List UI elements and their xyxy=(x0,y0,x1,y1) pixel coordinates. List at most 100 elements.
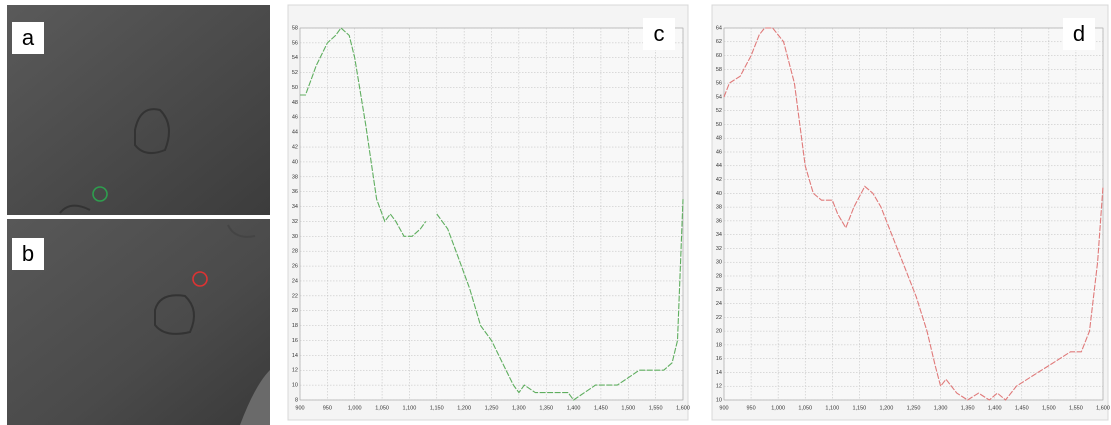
x-tick-label: 900 xyxy=(295,405,304,411)
y-tick-label: 52 xyxy=(292,70,298,76)
y-tick-label: 54 xyxy=(292,55,298,61)
y-tick-label: 36 xyxy=(716,218,722,224)
x-tick-label: 1,600 xyxy=(1096,405,1110,411)
y-tick-label: 34 xyxy=(292,204,298,210)
y-tick-label: 50 xyxy=(292,85,298,91)
y-tick-label: 46 xyxy=(292,115,298,121)
y-tick-label: 32 xyxy=(292,219,298,225)
x-tick-label: 950 xyxy=(746,405,755,411)
x-tick-label: 1,550 xyxy=(649,405,663,411)
panel-label: a xyxy=(22,25,35,50)
y-tick-label: 54 xyxy=(716,94,722,100)
label-box xyxy=(643,18,675,50)
x-tick-label: 1,000 xyxy=(771,405,785,411)
x-tick-label: 1,600 xyxy=(676,405,690,411)
image-a: a xyxy=(7,5,270,215)
x-tick-label: 1,200 xyxy=(880,405,894,411)
y-tick-label: 18 xyxy=(292,323,298,329)
y-tick-label: 28 xyxy=(292,249,298,255)
x-tick-label: 1,550 xyxy=(1069,405,1083,411)
image xyxy=(7,5,270,215)
y-tick-label: 8 xyxy=(295,397,298,403)
y-tick-label: 48 xyxy=(716,136,722,142)
data-line xyxy=(723,27,1104,401)
y-tick-label: 56 xyxy=(716,81,722,87)
image-b: b xyxy=(7,219,270,425)
y-tick-label: 18 xyxy=(716,342,722,348)
y-tick-label: 62 xyxy=(716,39,722,45)
x-tick-label: 1,450 xyxy=(594,405,608,411)
y-tick-label: 24 xyxy=(292,278,298,284)
y-tick-label: 24 xyxy=(716,301,722,307)
y-tick-label: 42 xyxy=(292,144,298,150)
cell-outline xyxy=(227,224,256,238)
y-tick-label: 20 xyxy=(292,308,298,314)
y-tick-label: 58 xyxy=(716,67,722,73)
y-tick-label: 34 xyxy=(716,232,722,238)
x-tick-label: 1,350 xyxy=(539,405,553,411)
x-tick-label: 950 xyxy=(323,405,332,411)
y-tick-label: 10 xyxy=(292,383,298,389)
label-box xyxy=(12,22,44,54)
y-tick-label: 20 xyxy=(716,329,722,335)
panel-label: b xyxy=(22,241,34,266)
x-tick-label: 1,150 xyxy=(430,405,444,411)
y-tick-label: 16 xyxy=(292,338,298,344)
x-tick-label: 1,100 xyxy=(825,405,839,411)
y-tick-label: 26 xyxy=(292,264,298,270)
y-tick-label: 16 xyxy=(716,356,722,362)
x-tick-label: 1,250 xyxy=(485,405,499,411)
y-tick-label: 30 xyxy=(292,234,298,240)
y-tick-label: 22 xyxy=(716,315,722,321)
y-tick-label: 44 xyxy=(292,130,298,136)
y-tick-label: 48 xyxy=(292,100,298,106)
label-box xyxy=(12,238,44,270)
x-tick-label: 1,500 xyxy=(1042,405,1056,411)
shadow xyxy=(240,370,270,425)
image xyxy=(7,219,270,425)
x-tick-label: 1,050 xyxy=(375,405,389,411)
y-tick-label: 10 xyxy=(716,397,722,403)
x-tick-label: 1,400 xyxy=(988,405,1002,411)
chart-panel: 10 12 14 16 18 20 22 24 26 28 30 32 34 36 38 40 42 44 46 48… xyxy=(711,4,1110,421)
x-tick-label: 1,150 xyxy=(852,405,866,411)
y-tick-label: 38 xyxy=(716,205,722,211)
y-tick-label: 64 xyxy=(716,25,722,31)
y-tick-label: 22 xyxy=(292,293,298,299)
x-tick-label: 1,300 xyxy=(512,405,526,411)
x-tick-label: 1,250 xyxy=(907,405,921,411)
y-tick-label: 40 xyxy=(292,159,298,165)
y-tick-label: 58 xyxy=(292,25,298,31)
data-line xyxy=(300,27,684,401)
y-tick-label: 32 xyxy=(716,246,722,252)
marker-circle xyxy=(92,186,108,202)
x-tick-label: 1,350 xyxy=(961,405,975,411)
x-tick-label: 1,050 xyxy=(798,405,812,411)
cell-outline xyxy=(134,108,170,155)
y-tick-label: 40 xyxy=(716,191,722,197)
y-tick-label: 36 xyxy=(292,189,298,195)
y-tick-label: 60 xyxy=(716,53,722,59)
panel-label: d xyxy=(1073,21,1085,46)
x-tick-label: 1,500 xyxy=(621,405,635,411)
y-tick-label: 14 xyxy=(716,370,722,376)
panel-label: c xyxy=(654,21,665,46)
y-tick-label: 12 xyxy=(716,384,722,390)
y-tick-label: 46 xyxy=(716,149,722,155)
x-tick-label: 1,300 xyxy=(934,405,948,411)
x-tick-label: 1,450 xyxy=(1015,405,1029,411)
x-tick-label: 1,100 xyxy=(403,405,417,411)
y-tick-label: 56 xyxy=(292,40,298,46)
y-tick-label: 28 xyxy=(716,273,722,279)
y-tick-label: 12 xyxy=(292,368,298,374)
y-tick-label: 52 xyxy=(716,108,722,114)
label-box xyxy=(1063,18,1095,50)
y-tick-label: 42 xyxy=(716,177,722,183)
y-tick-label: 26 xyxy=(716,287,722,293)
y-tick-label: 30 xyxy=(716,260,722,266)
x-tick-label: 1,000 xyxy=(348,405,362,411)
x-tick-label: 1,200 xyxy=(457,405,471,411)
cell-outline xyxy=(59,204,91,214)
